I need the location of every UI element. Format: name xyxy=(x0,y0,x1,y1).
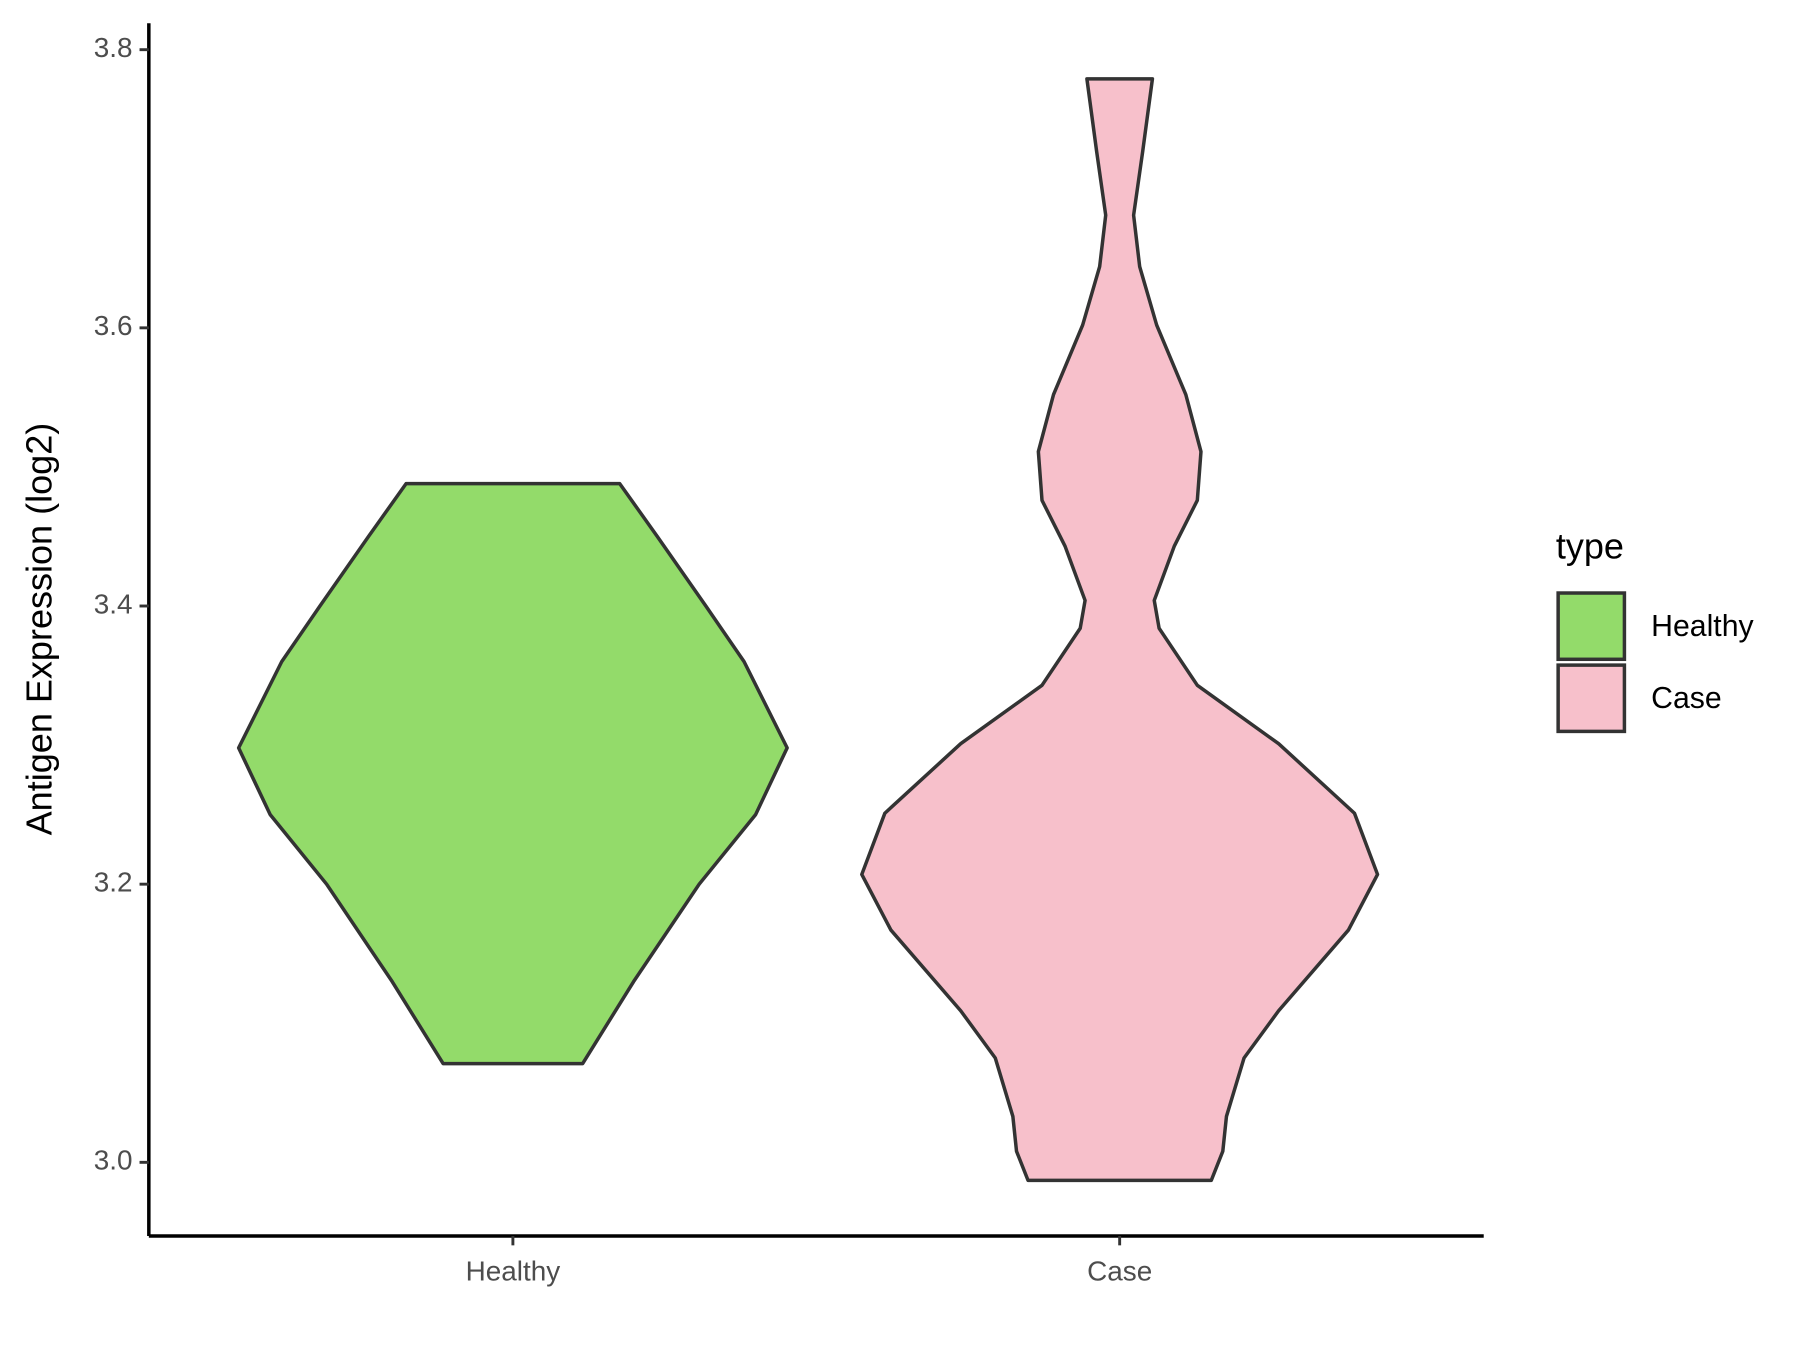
y-tick-label: 3.8 xyxy=(94,32,133,63)
legend-label: Healthy xyxy=(1651,610,1754,643)
legend-label: Case xyxy=(1651,682,1722,715)
y-tick-label: 3.6 xyxy=(94,310,133,341)
y-tick-label: 3.2 xyxy=(94,867,133,898)
x-tick-label: Case xyxy=(1087,1256,1152,1287)
legend-key xyxy=(1556,591,1627,662)
violin xyxy=(236,481,789,1066)
legend-title: type xyxy=(1556,525,1624,566)
legend-key xyxy=(1556,663,1627,734)
y-axis-title: Antigen Expression (log2) xyxy=(18,423,59,836)
y-tick-label: 3.4 xyxy=(94,588,133,619)
x-tick-label: Healthy xyxy=(466,1256,561,1287)
y-tick-label: 3.0 xyxy=(94,1145,133,1176)
violin xyxy=(860,77,1380,1183)
